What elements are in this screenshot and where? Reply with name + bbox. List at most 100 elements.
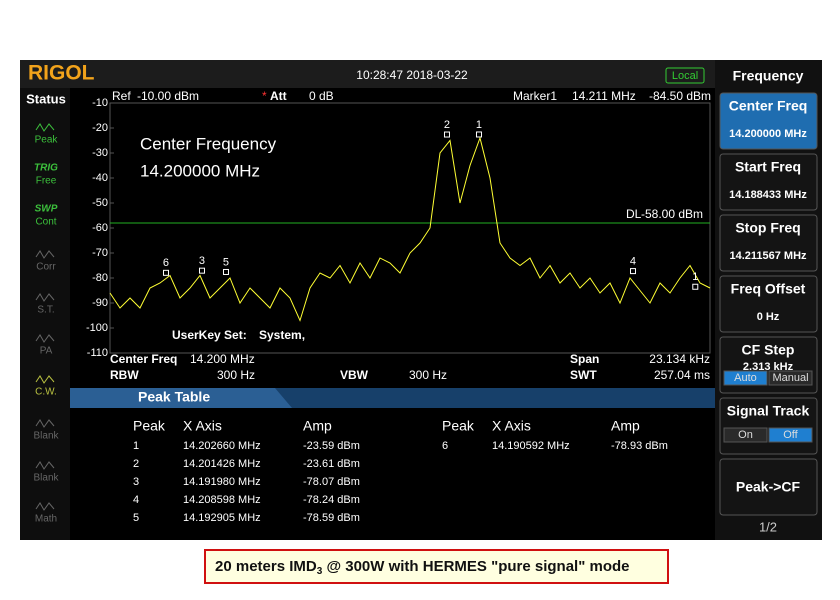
softkey-label: Signal Track — [727, 403, 810, 419]
peak-marker-label: 2 — [444, 119, 450, 131]
status-icon — [35, 123, 55, 132]
y-tick-label: -30 — [92, 147, 108, 159]
status-icon — [35, 293, 55, 302]
column-header: Peak — [442, 418, 475, 434]
option — [723, 370, 768, 386]
marker-label: Marker1 — [513, 89, 557, 103]
y-tick-label: -110 — [87, 347, 108, 359]
softkey[interactable] — [719, 214, 818, 272]
caption-part: @ 300W with HERMES "pure signal" mode — [322, 558, 629, 575]
softkey-label: Stop Freq — [735, 220, 800, 236]
footer-rbw-label: RBW — [110, 368, 139, 382]
y-tick-label: -20 — [92, 122, 108, 134]
option — [768, 370, 813, 386]
caption-part: 20 meters IMD — [215, 558, 317, 575]
softkey-value: 14.200000 MHz — [729, 128, 807, 140]
option-label: On — [738, 429, 753, 441]
table-cell: -78.93 dBm — [611, 440, 668, 452]
table-cell: 14.190592 MHz — [492, 440, 570, 452]
status-column — [20, 88, 70, 540]
table-cell: 6 — [442, 440, 448, 452]
softkey-label: Start Freq — [735, 159, 801, 175]
marker-freq: 14.211 MHz — [572, 89, 636, 103]
status-title: Status — [26, 91, 66, 106]
footer-vbw: 300 Hz — [409, 368, 447, 382]
footer-vbw-label: VBW — [340, 368, 369, 382]
table-cell: 2 — [133, 458, 139, 470]
mode-box — [665, 67, 705, 84]
userkey-label: UserKey Set: — [172, 328, 247, 342]
peak-marker — [629, 268, 636, 275]
peak-marker — [162, 269, 169, 276]
userkey-value: System, — [259, 328, 305, 342]
option-label: Off — [783, 429, 798, 441]
softkey-value: 14.211567 MHz — [729, 250, 807, 262]
status-icon — [35, 250, 55, 259]
softkey-label: Peak->CF — [736, 479, 801, 495]
table-cell: 14.208598 MHz — [183, 494, 261, 506]
y-tick-label: -100 — [86, 322, 108, 334]
trace — [109, 136, 711, 322]
y-tick-label: -50 — [92, 197, 108, 209]
y-tick-label: -10 — [92, 97, 108, 109]
menu-page: 1/2 — [759, 519, 777, 534]
footer-rbw: 300 Hz — [217, 368, 255, 382]
datetime: 10:28:47 2018-03-22 — [356, 68, 468, 82]
peak-marker — [198, 267, 205, 274]
status-label: PA — [40, 346, 53, 357]
softkey[interactable] — [719, 92, 818, 150]
status-label: Math — [35, 514, 57, 525]
footer-span-label: Span — [570, 352, 599, 366]
y-tick-label: -80 — [92, 272, 108, 284]
status-tag: TRIG — [34, 163, 58, 174]
mode: Local — [672, 70, 698, 82]
softkey-value: 14.188433 MHz — [729, 189, 807, 201]
column-header: X Axis — [183, 418, 222, 434]
status-tag: SWP — [35, 204, 58, 215]
table-cell: 3 — [133, 476, 139, 488]
option — [723, 427, 768, 443]
menu-title: Frequency — [733, 68, 804, 84]
table-cell: 14.191980 MHz — [183, 476, 261, 488]
column-header: Amp — [303, 418, 332, 434]
peak-table-title: Peak Table — [138, 389, 210, 405]
softkey-value: 2.313 kHz — [743, 361, 794, 373]
caption: 20 meters IMD3 @ 300W with HERMES "pure … — [215, 558, 630, 577]
marker-amp: -84.50 dBm — [649, 89, 711, 103]
softkey-label: Center Freq — [729, 98, 808, 114]
status-icon — [35, 334, 55, 343]
status-label: Corr — [36, 262, 56, 273]
peak-marker-label: 1 — [692, 271, 698, 283]
table-cell: 14.202660 MHz — [183, 440, 261, 452]
table-cell: -23.61 dBm — [303, 458, 360, 470]
caption-box — [204, 549, 669, 584]
softkey-value: 0 Hz — [757, 311, 780, 323]
table-cell: 14.201426 MHz — [183, 458, 261, 470]
dl-label: DL — [626, 207, 642, 221]
status-label: C.W. — [35, 387, 57, 398]
dl-value: -58.00 dBm — [641, 207, 703, 221]
att-value: 0 dB — [309, 89, 334, 103]
status-label: S.T. — [37, 305, 54, 316]
table-cell: 1 — [133, 440, 139, 452]
option-label: Auto — [734, 372, 757, 384]
peak-marker-label: 6 — [163, 257, 169, 269]
y-tick-label: -90 — [92, 297, 108, 309]
softkey[interactable] — [719, 458, 818, 516]
option — [768, 427, 813, 443]
overlay-line: 14.200000 MHz — [140, 161, 260, 180]
softkey[interactable] — [719, 153, 818, 211]
table-cell: 4 — [133, 494, 139, 506]
softkey[interactable] — [719, 275, 818, 333]
att-flag: * — [262, 89, 267, 103]
peak-marker — [443, 131, 450, 138]
peak-marker-label: 5 — [223, 256, 229, 268]
table-cell: -78.24 dBm — [303, 494, 360, 506]
status-icon — [35, 502, 55, 511]
table-cell: -78.59 dBm — [303, 512, 360, 524]
peak-marker-label: 3 — [199, 255, 205, 267]
ref-label: Ref — [112, 89, 131, 103]
footer-center-freq-label: Center Freq — [110, 352, 177, 366]
status-label: Peak — [35, 135, 59, 146]
